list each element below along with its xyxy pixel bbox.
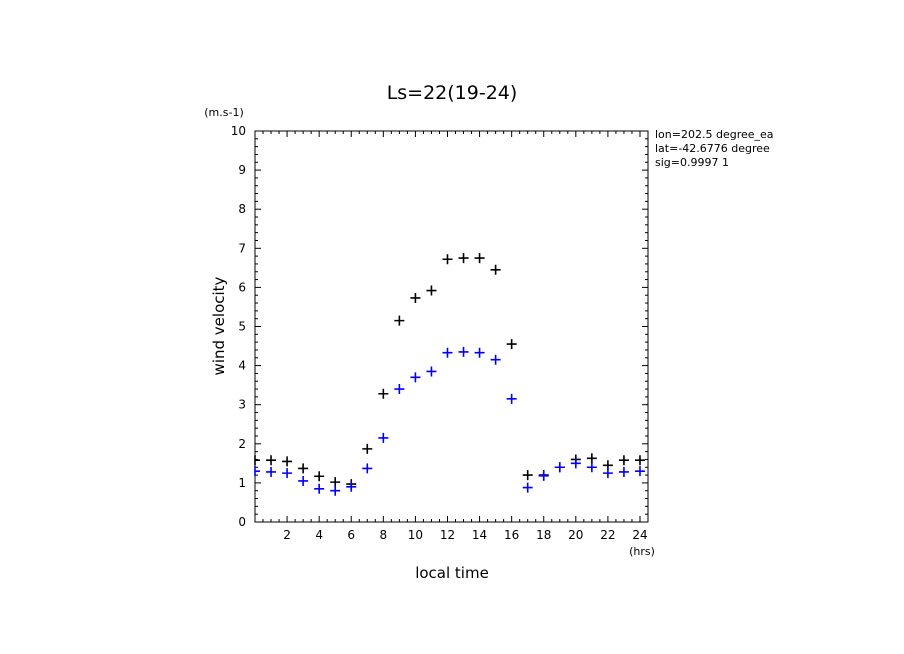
y-tick-label: 10	[231, 124, 246, 138]
data-point	[490, 264, 501, 275]
data-point	[378, 388, 389, 399]
y-unit-label: (m.s-1)	[204, 106, 244, 119]
data-point	[282, 468, 293, 479]
data-point	[522, 482, 533, 493]
y-tick-label: 7	[238, 241, 246, 255]
data-point	[426, 285, 437, 296]
data-point	[254, 455, 260, 466]
y-tick-label: 2	[238, 437, 246, 451]
data-point	[570, 458, 581, 469]
x-tick-label: 6	[347, 528, 355, 542]
data-point	[458, 346, 469, 357]
y-tick-label: 1	[238, 476, 246, 490]
annotation-sig: sig=0.9997 1	[655, 156, 729, 169]
data-point	[362, 443, 373, 454]
annotation-lon: lon=202.5 degree_ea	[655, 128, 774, 141]
y-tick-label: 9	[238, 163, 246, 177]
data-point	[474, 253, 485, 264]
annotation-lat: lat=-42.6776 degree	[655, 142, 770, 155]
data-point	[586, 453, 597, 464]
chart-title: Ls=22(19-24)	[387, 82, 518, 104]
y-tick-label: 8	[238, 202, 246, 216]
data-point	[298, 463, 309, 474]
x-tick-label: 16	[504, 528, 519, 542]
x-axis-label: local time	[415, 564, 489, 582]
y-tick-label: 0	[238, 515, 246, 529]
x-tick-label: 12	[440, 528, 455, 542]
data-point	[618, 466, 629, 477]
x-tick-label: 2	[283, 528, 291, 542]
data-point	[378, 432, 389, 443]
data-point	[618, 455, 629, 466]
y-tick-label: 5	[238, 320, 246, 334]
data-point	[282, 456, 293, 467]
y-tick-label: 4	[238, 359, 246, 373]
data-point	[474, 347, 485, 358]
plot-frame	[254, 130, 649, 523]
x-tick-label: 8	[380, 528, 388, 542]
x-tick-label: 20	[568, 528, 583, 542]
data-point	[442, 347, 453, 358]
data-point	[522, 470, 533, 481]
data-point	[394, 384, 405, 395]
data-point	[458, 253, 469, 264]
x-tick-label: 4	[315, 528, 323, 542]
x-tick-label: 10	[408, 528, 423, 542]
data-point	[362, 463, 373, 474]
data-point	[346, 481, 357, 492]
data-point	[490, 354, 501, 365]
data-point	[506, 393, 517, 404]
y-tick-label: 3	[238, 398, 246, 412]
data-point	[254, 466, 260, 477]
data-point	[554, 462, 565, 473]
data-point	[394, 315, 405, 326]
y-tick-label: 6	[238, 280, 246, 294]
x-tick-label: 24	[632, 528, 647, 542]
series-0	[254, 253, 645, 490]
data-point	[410, 292, 421, 303]
x-unit-label: (hrs)	[629, 545, 655, 558]
x-tick-label: 14	[472, 528, 487, 542]
data-point	[426, 366, 437, 377]
y-axis-label: wind velocity	[210, 276, 228, 375]
data-point	[330, 485, 341, 496]
data-point	[602, 468, 613, 479]
data-point	[266, 466, 277, 477]
data-point	[538, 470, 549, 481]
data-point	[314, 471, 325, 482]
data-point	[586, 462, 597, 473]
series-1	[254, 346, 645, 496]
data-point	[266, 455, 277, 466]
data-point	[410, 372, 421, 383]
data-point	[442, 254, 453, 265]
data-point	[634, 466, 645, 477]
data-point	[506, 339, 517, 350]
data-point	[634, 455, 645, 466]
data-point	[314, 483, 325, 494]
data-point	[298, 475, 309, 486]
x-tick-label: 22	[600, 528, 615, 542]
data-marks	[254, 253, 645, 496]
data-point	[330, 477, 341, 488]
x-tick-label: 18	[536, 528, 551, 542]
